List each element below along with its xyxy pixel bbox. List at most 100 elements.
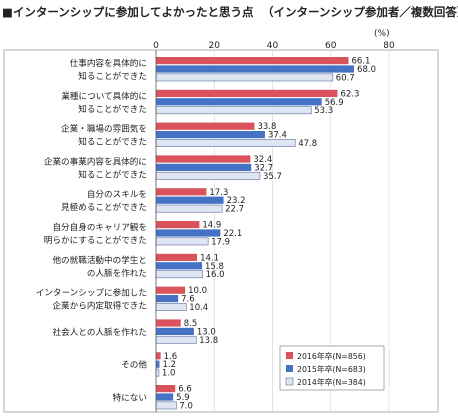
bar xyxy=(156,57,349,65)
category-label: 特にない xyxy=(113,392,147,404)
category-label: 社会人との人脈を作れた xyxy=(53,326,147,338)
legend-swatch xyxy=(286,365,293,372)
value-label: 37.4 xyxy=(268,131,287,141)
category-label: 企業・職場の雰囲気を xyxy=(61,123,147,135)
x-axis-ticks: 0 20 40 60 80 xyxy=(153,41,395,51)
value-label: 15.8 xyxy=(205,262,224,272)
value-label: 10.4 xyxy=(189,303,208,313)
value-label: 13.0 xyxy=(197,327,216,337)
value-label: 17.9 xyxy=(211,237,230,247)
bar xyxy=(156,360,160,368)
value-label: 32.4 xyxy=(253,155,272,165)
category-label: の人脈を作れた xyxy=(87,267,147,279)
value-label: 6.6 xyxy=(178,385,192,395)
category-label: 業種について具体的に xyxy=(61,90,147,102)
bar xyxy=(156,286,186,294)
bar xyxy=(156,327,194,335)
bar xyxy=(156,65,355,73)
bar xyxy=(156,131,265,139)
value-label: 13.8 xyxy=(199,336,218,346)
legend-label: 2016年卒(N=856) xyxy=(297,351,366,361)
bar xyxy=(155,204,223,213)
value-labels: 66.168.060.7 62.356.953.3 33.837.4 47.8 32.4… xyxy=(162,57,376,412)
category-label: 企業から内定取得できた xyxy=(52,300,147,312)
value-label: 22.7 xyxy=(225,205,244,215)
value-label: 60.7 xyxy=(336,73,355,83)
category-label: 自分のスキルを xyxy=(87,188,147,200)
x-tick-label: 60 xyxy=(325,41,337,51)
value-label: 68.0 xyxy=(357,65,376,75)
value-label: 1.0 xyxy=(162,369,176,379)
value-label: 5.9 xyxy=(176,393,190,403)
value-label: 62.3 xyxy=(340,89,359,99)
bar xyxy=(156,295,179,303)
category-label: 見極めることができた xyxy=(61,201,147,213)
bar xyxy=(156,188,207,196)
bar xyxy=(156,155,251,163)
bar xyxy=(156,352,161,360)
bar xyxy=(156,221,200,229)
legend: 2016年卒(N=856) 2015年卒(N=683) 2014年卒(N=384) xyxy=(279,345,385,391)
value-label: 35.7 xyxy=(263,172,282,182)
bar xyxy=(156,122,255,130)
category-label: 仕事内容を具体的に xyxy=(70,57,147,69)
bar xyxy=(156,98,322,106)
bar xyxy=(155,73,334,82)
chart-title: ■インターンシップに参加してよかったと思う点 xyxy=(2,5,254,19)
category-label: 明らかにすることができた xyxy=(44,234,147,246)
bar xyxy=(156,89,338,97)
category-label: 企業の事業内容を具体的に xyxy=(44,155,147,167)
x-tick-label: 80 xyxy=(383,41,395,51)
value-label: 1.6 xyxy=(164,352,178,362)
legend-swatch xyxy=(285,377,294,386)
value-label: 32.7 xyxy=(254,163,273,173)
value-label: 16.0 xyxy=(206,270,225,280)
legend-frame xyxy=(279,345,385,391)
x-tick-label: 20 xyxy=(209,41,221,51)
value-label: 7.0 xyxy=(179,401,193,411)
value-label: 17.3 xyxy=(209,188,228,198)
bar xyxy=(155,270,203,279)
value-label: 7.6 xyxy=(181,295,195,305)
value-label: 22.1 xyxy=(223,229,242,239)
bar xyxy=(156,196,224,204)
plot-frame xyxy=(3,49,439,413)
bar xyxy=(156,385,176,393)
category-labels: 仕事内容を具体的に知ることができた業種について具体的に知ることができた企業・職場… xyxy=(36,57,148,404)
bar xyxy=(155,106,312,115)
value-label: 56.9 xyxy=(325,98,344,108)
bars xyxy=(155,57,355,410)
value-label: 8.5 xyxy=(184,319,198,329)
category-label: 知ることができた xyxy=(78,103,147,115)
value-label: 10.0 xyxy=(188,286,207,296)
category-label: インターンシップに参加した xyxy=(36,287,147,299)
value-label: 23.2 xyxy=(227,196,246,206)
value-label: 1.2 xyxy=(162,360,176,370)
value-label: 47.8 xyxy=(298,139,317,149)
legend-label: 2015年卒(N=683) xyxy=(297,364,366,374)
category-label: 知ることができた xyxy=(78,136,147,148)
value-label: 14.1 xyxy=(200,253,219,263)
value-label: 53.3 xyxy=(314,106,333,116)
bar xyxy=(155,171,261,180)
bar xyxy=(155,237,209,246)
category-label: 知ることができた xyxy=(78,70,147,82)
bar xyxy=(156,229,221,237)
bar xyxy=(156,163,252,171)
value-label: 66.1 xyxy=(352,57,371,67)
bar xyxy=(155,335,197,344)
unit-label: (%) xyxy=(374,29,390,39)
x-tick-label: 40 xyxy=(267,41,279,51)
bar xyxy=(156,253,198,261)
value-label: 33.8 xyxy=(257,122,276,132)
legend-swatch xyxy=(286,352,293,359)
legend-label: 2014年卒(N=384) xyxy=(297,377,366,387)
bar xyxy=(156,319,181,327)
value-label: 14.9 xyxy=(202,221,221,231)
category-label: その他 xyxy=(121,359,147,371)
category-label: 知ることができた xyxy=(78,168,147,180)
bar xyxy=(155,401,177,410)
category-label: 自分自身のキャリア観を xyxy=(52,221,147,233)
chart-subtitle: （インターンシップ参加者／複数回答） xyxy=(262,5,458,19)
